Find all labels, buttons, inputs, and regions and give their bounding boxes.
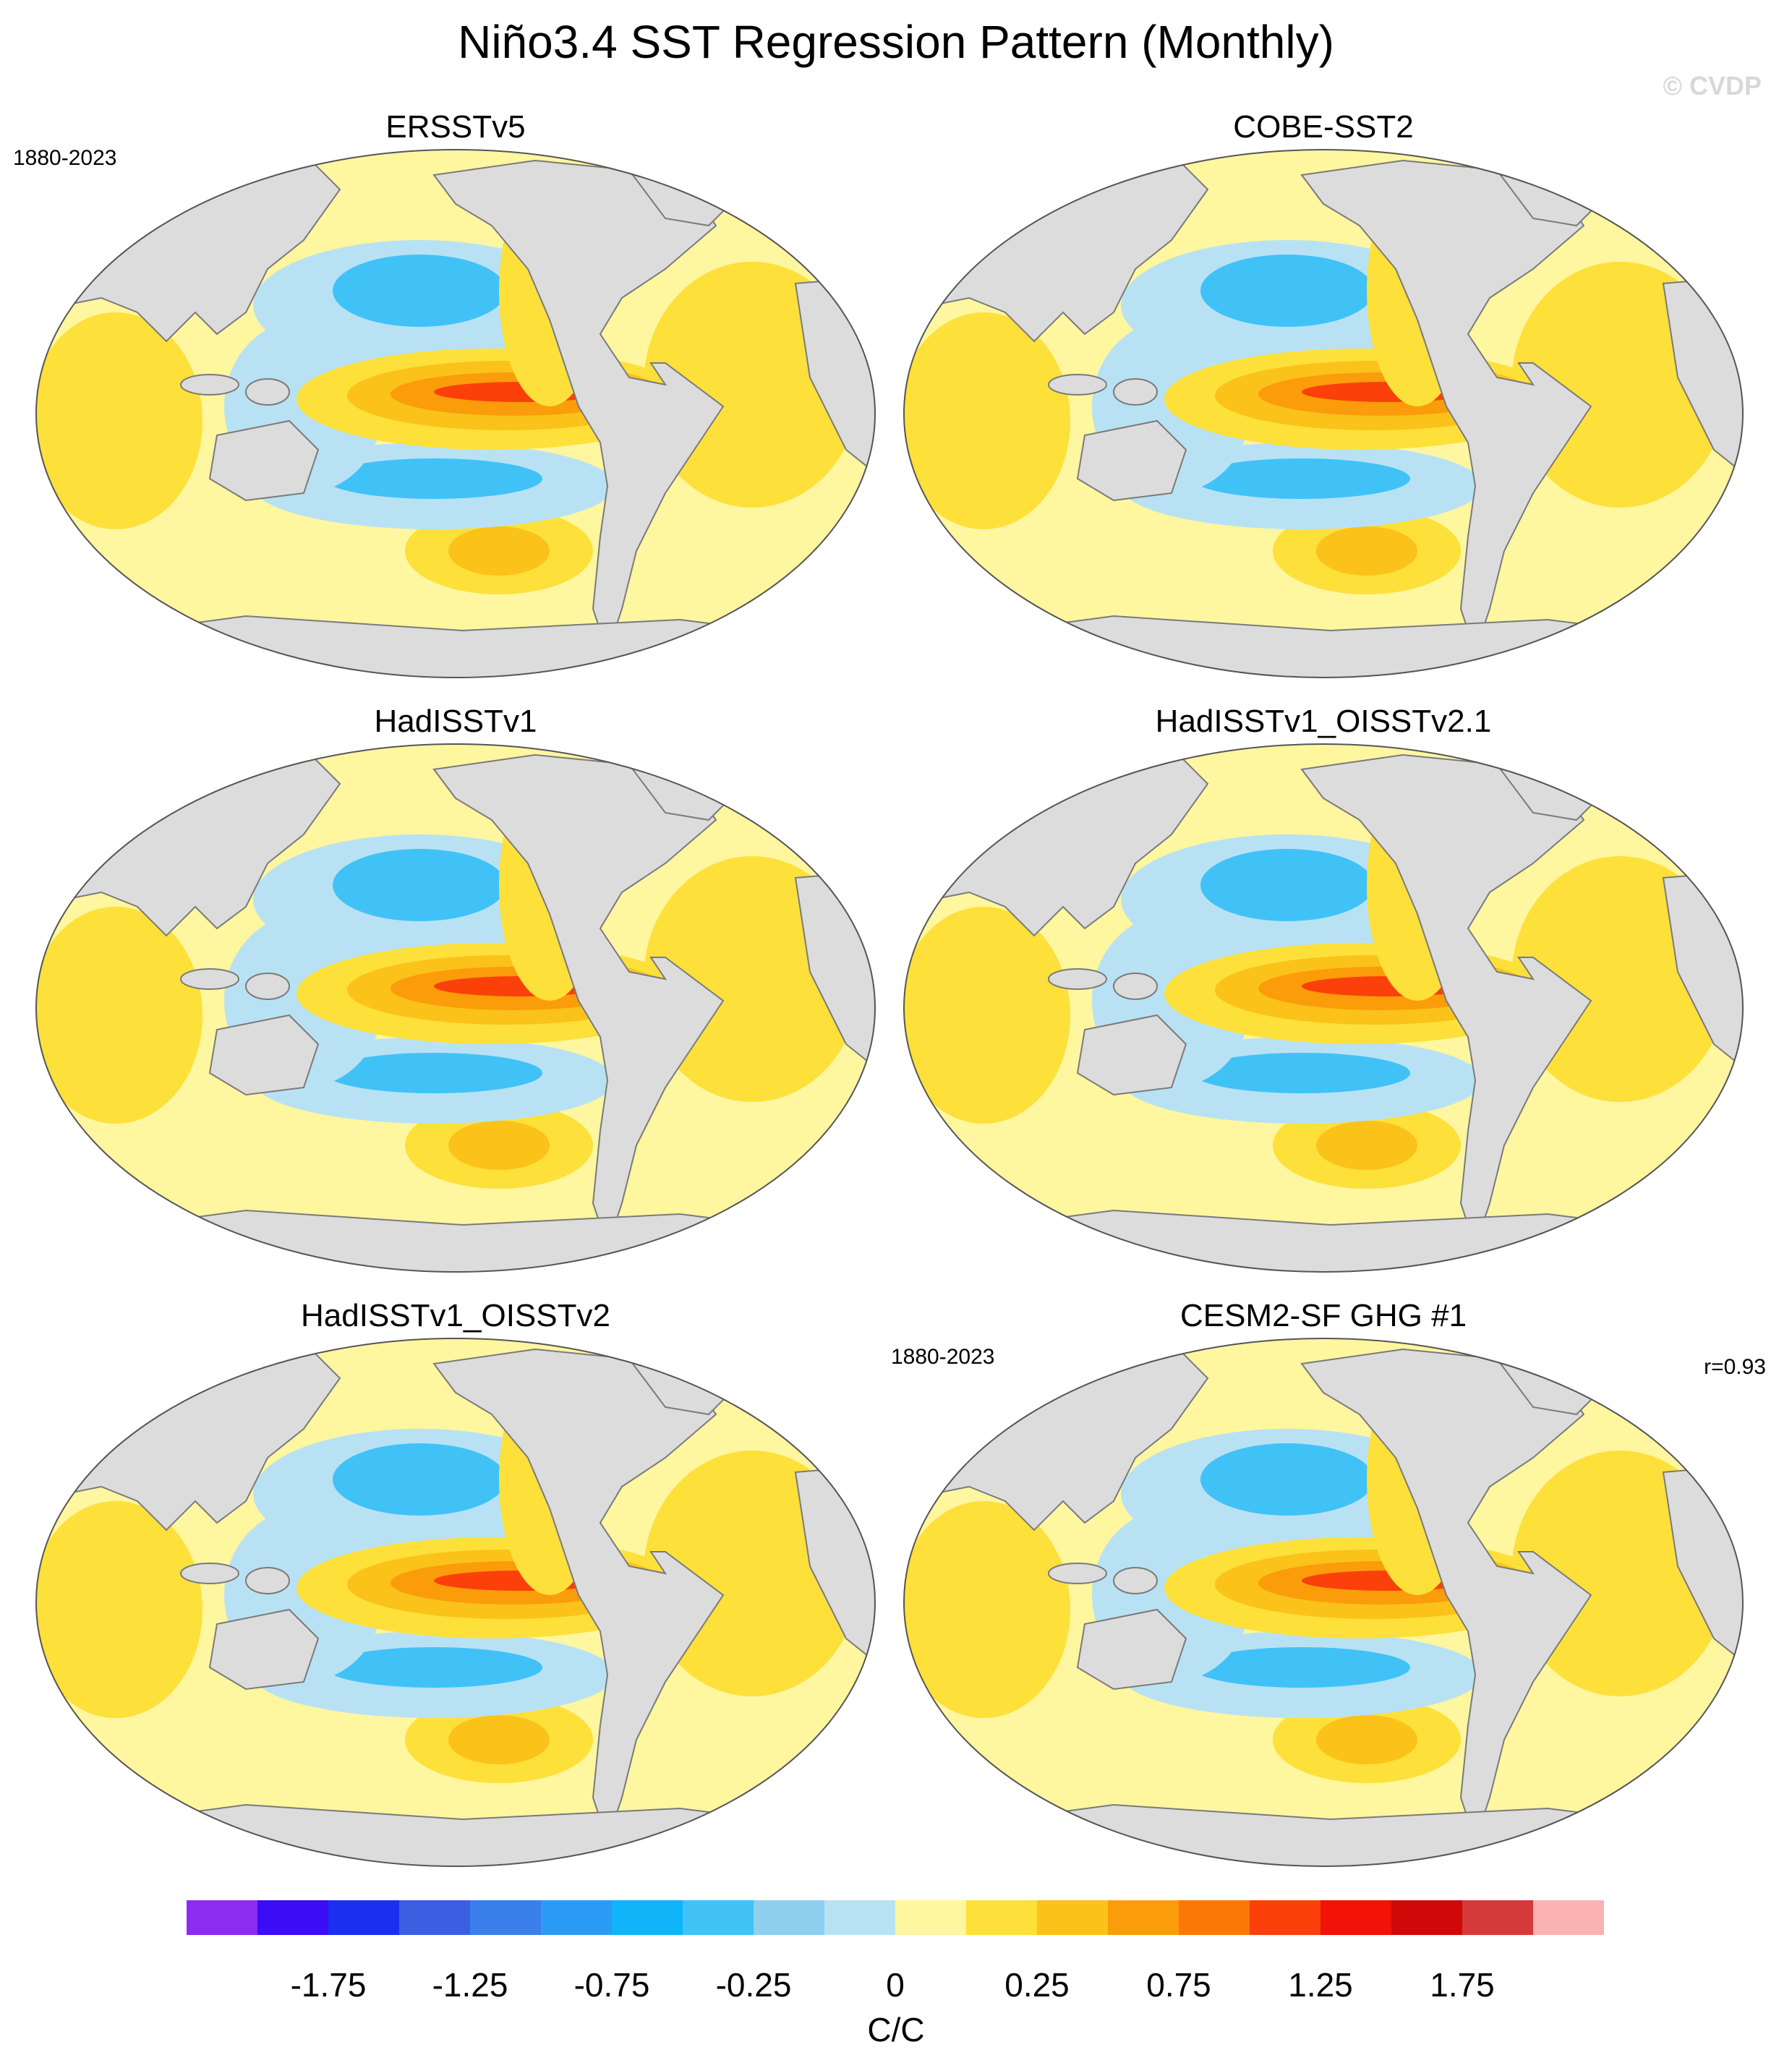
colorbar-tick-label: 1.75: [1430, 1966, 1495, 2004]
panel-title: HadISSTv1: [374, 704, 537, 739]
period-label: 1880-2023: [891, 1345, 995, 1369]
colorbar-swatch: [399, 1900, 471, 1935]
sst-regression-map: [903, 743, 1744, 1273]
colorbar-tick-label: -1.75: [290, 1966, 367, 2004]
colorbar-tick-label: 1.25: [1288, 1966, 1353, 2004]
map-panel: HadISSTv1_OISSTv2.1: [897, 703, 1750, 1273]
colorbar-swatch: [1462, 1900, 1534, 1935]
panel-title: CESM2-SF GHG #1: [1179, 1298, 1467, 1333]
colorbar-tick-label: 0.75: [1146, 1966, 1211, 2004]
colorbar-swatch: [824, 1900, 896, 1935]
map-panel: ERSSTv5 1880-2023: [13, 108, 882, 678]
panel-title: ERSSTv5: [385, 109, 526, 145]
map-panel: HadISSTv1_OISSTv2: [29, 1297, 882, 1867]
colorbar-swatch: [541, 1900, 613, 1935]
colorbar-swatch: [612, 1900, 683, 1935]
colorbar-swatch: [187, 1900, 258, 1935]
colorbar-swatch: [754, 1900, 825, 1935]
colorbar-units: C/C: [867, 2011, 925, 2048]
colorbar: [187, 1900, 1604, 1935]
colorbar-swatch: [257, 1900, 329, 1935]
figure-title: Niño3.4 SST Regression Pattern (Monthly): [458, 16, 1334, 68]
colorbar-swatch: [328, 1900, 400, 1935]
colorbar-swatch: [895, 1900, 967, 1935]
map-panel: CESM2-SF GHG #1 1880-2023 r=0.93: [891, 1297, 1766, 1867]
colorbar-swatch: [1108, 1900, 1179, 1935]
panel-title: HadISSTv1_OISSTv2.1: [1155, 704, 1492, 739]
map-panel: HadISSTv1: [29, 703, 882, 1273]
panel-title: HadISSTv1_OISSTv2: [301, 1298, 610, 1333]
colorbar-swatch: [1391, 1900, 1463, 1935]
colorbar-tick-label: -0.75: [573, 1966, 650, 2004]
colorbar-swatch: [1179, 1900, 1250, 1935]
colorbar-swatch: [1533, 1900, 1604, 1935]
sst-regression-map: [35, 149, 876, 678]
colorbar-swatch: [1320, 1900, 1392, 1935]
sst-regression-map: [903, 149, 1744, 678]
colorbar-tick-label: -1.25: [432, 1966, 508, 2004]
colorbar-tick-label: 0: [886, 1966, 905, 2004]
colorbar-swatch: [1250, 1900, 1321, 1935]
correlation-label: r=0.93: [1704, 1355, 1766, 1379]
colorbar-tick-label: -0.25: [715, 1966, 792, 2004]
sst-regression-map: [35, 743, 876, 1273]
cvdp-watermark: © CVDP: [1663, 71, 1762, 101]
colorbar-swatch: [1037, 1900, 1109, 1935]
panel-title: COBE-SST2: [1233, 109, 1414, 145]
sst-regression-map: [903, 1338, 1744, 1867]
period-label: 1880-2023: [13, 146, 117, 170]
map-panel: COBE-SST2: [897, 108, 1750, 678]
colorbar-swatch: [683, 1900, 754, 1935]
colorbar-swatch: [966, 1900, 1038, 1935]
sst-regression-map: [35, 1338, 876, 1867]
colorbar-tick-label: 0.25: [1004, 1966, 1070, 2004]
colorbar-swatch: [470, 1900, 542, 1935]
